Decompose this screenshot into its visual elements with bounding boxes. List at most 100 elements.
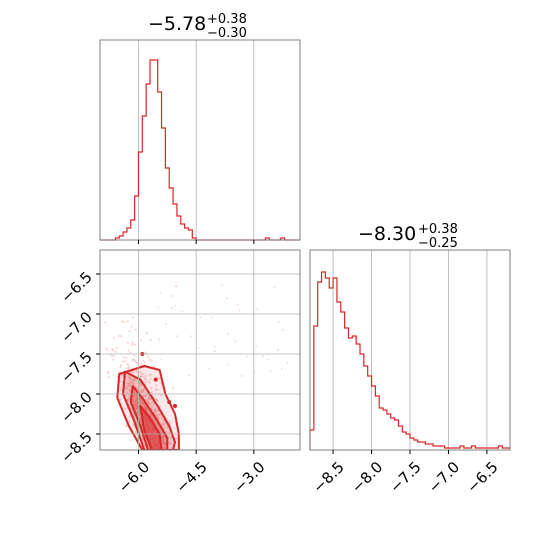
joint-scatter-point xyxy=(150,405,154,408)
joint-scatter-point xyxy=(157,460,159,462)
joint-scatter-point xyxy=(174,455,176,457)
marginal-y-x-tick-label: −6.5 xyxy=(463,458,501,496)
joint-scatter-point xyxy=(122,320,126,323)
joint-scatter-point xyxy=(127,377,131,380)
joint-scatter-point xyxy=(164,472,166,474)
joint-scatter-point xyxy=(155,384,158,387)
joint-scatter-point-sparse xyxy=(266,358,269,361)
joint-scatter-point xyxy=(149,338,152,342)
joint-scatter-point xyxy=(144,405,147,408)
joint-scatter-point xyxy=(128,420,132,423)
joint-scatter-point xyxy=(166,452,168,454)
joint-scatter-point xyxy=(154,450,156,452)
joint-scatter-point xyxy=(157,464,159,466)
joint-scatter-point-sparse xyxy=(159,291,162,294)
joint-scatter-point xyxy=(154,421,157,424)
joint-scatter-point xyxy=(160,462,162,464)
marginal-y-x-tick-label: −7.0 xyxy=(425,458,463,496)
joint-scatter-point xyxy=(163,485,165,487)
joint-scatter-point xyxy=(107,376,110,379)
joint-scatter-point xyxy=(125,367,128,370)
joint-scatter-point xyxy=(106,348,109,351)
joint-scatter-point xyxy=(131,343,134,346)
joint-scatter-point xyxy=(138,371,141,374)
joint-gridlines xyxy=(100,250,300,450)
joint-scatter-point-sparse xyxy=(240,374,243,377)
joint-scatter-point xyxy=(120,376,123,379)
joint-scatter-point xyxy=(158,467,160,469)
joint-scatter-point xyxy=(110,354,113,357)
joint-outlier-point xyxy=(153,377,158,382)
joint-scatter-point xyxy=(150,429,153,432)
joint-scatter-point xyxy=(154,451,156,453)
joint-x-tick-label: −6.0 xyxy=(115,458,153,496)
joint-scatter-point-sparse xyxy=(280,368,283,371)
joint-scatter-point xyxy=(145,408,148,411)
joint-scatter-point xyxy=(162,465,164,467)
joint-scatter-point-sparse xyxy=(174,285,177,288)
joint-scatter-point xyxy=(146,457,148,459)
joint-scatter-point xyxy=(166,468,168,470)
joint-scatter-point xyxy=(171,463,173,465)
joint-scatter-point xyxy=(169,436,173,439)
joint-scatter-point xyxy=(154,441,157,444)
joint-scatter-point xyxy=(167,461,169,463)
marginal-x-gridlines xyxy=(138,40,255,240)
joint-contour-level xyxy=(139,405,163,450)
joint-scatter-point xyxy=(119,379,122,382)
joint-scatter-point xyxy=(135,407,138,410)
marginal-x-title-sup: +0.38 xyxy=(207,12,247,27)
joint-scatter-point xyxy=(135,361,138,364)
joint-scatter-point xyxy=(159,416,162,419)
joint-scatter-point xyxy=(146,356,150,359)
joint-scatter-point xyxy=(151,427,154,430)
joint-scatter-point xyxy=(155,453,157,455)
joint-scatter-point xyxy=(154,470,156,472)
joint-scatter-point xyxy=(124,407,127,410)
joint-scatter-point xyxy=(150,390,153,394)
joint-scatter-point xyxy=(174,451,176,453)
joint-scatter-point xyxy=(155,398,158,401)
joint-scatter-point xyxy=(161,454,163,456)
joint-scatter-point-sparse xyxy=(277,320,280,323)
joint-scatter-point xyxy=(148,457,150,459)
joint-scatter-point xyxy=(157,454,159,456)
joint-scatter-point xyxy=(156,435,159,438)
joint-x-tick-label: −4.5 xyxy=(172,458,210,496)
joint-scatter-point xyxy=(152,457,154,459)
joint-scatter-point-sparse xyxy=(256,307,259,310)
joint-scatter-point xyxy=(160,394,163,397)
joint-scatter-point xyxy=(148,460,150,462)
marginal-y-title-sup: +0.38 xyxy=(418,222,458,237)
joint-scatter-point xyxy=(149,456,151,458)
joint-scatter-point xyxy=(112,355,115,358)
joint-scatter-point-sparse xyxy=(226,363,229,366)
joint-scatter-point xyxy=(170,461,172,463)
joint-scatter-point-sparse xyxy=(276,348,279,351)
joint-scatter-point xyxy=(174,473,176,475)
joint-scatter-point xyxy=(160,436,164,440)
joint-scatter-point-sparse xyxy=(238,309,241,312)
joint-scatter-point xyxy=(132,395,135,398)
joint-scatter-point xyxy=(139,384,142,387)
joint-scatter-point xyxy=(164,465,166,467)
joint-scatter-point xyxy=(119,386,123,389)
joint-scatter-point xyxy=(177,463,179,465)
joint-scatter-point xyxy=(128,375,131,378)
joint-scatter-point xyxy=(166,453,168,455)
joint-scatter-point-sparse xyxy=(170,294,173,297)
joint-scatter-point xyxy=(118,370,121,373)
marginal-y-gridlines xyxy=(332,250,488,450)
joint-scatter-point xyxy=(126,363,129,366)
joint-scatter-point xyxy=(134,401,137,404)
joint-scatter-point xyxy=(169,470,171,472)
joint-scatter-point-sparse xyxy=(190,335,193,338)
joint-scatter-point xyxy=(130,382,133,385)
joint-scatter-point xyxy=(179,451,181,453)
joint-scatter-point-sparse xyxy=(236,303,239,306)
joint-scatter-point-sparse xyxy=(175,335,178,338)
joint-scatter-point xyxy=(138,390,141,393)
joint-scatter-point xyxy=(126,386,129,389)
joint-scatter-point xyxy=(164,469,166,471)
joint-scatter-point-sparse xyxy=(207,367,210,370)
